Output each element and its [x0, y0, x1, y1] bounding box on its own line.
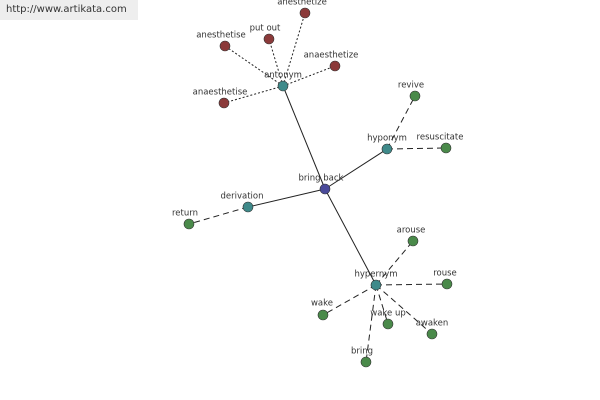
node-label: derivation — [220, 192, 263, 202]
node-label: anaesthetise — [193, 88, 248, 98]
node — [218, 97, 230, 109]
node-label: antonym — [264, 71, 302, 81]
node-label: anesthetize — [277, 0, 327, 8]
node-label: bring — [351, 347, 373, 357]
node — [360, 356, 372, 368]
edge — [268, 38, 284, 87]
node-label: anaesthetize — [304, 51, 359, 61]
edge — [386, 147, 447, 150]
edge — [282, 65, 336, 87]
node-label: arouse — [397, 226, 426, 236]
node — [277, 80, 289, 92]
site-link[interactable]: http://www.artikata.com — [0, 0, 138, 20]
node-label: wake up — [370, 309, 406, 319]
node-label: return — [172, 209, 198, 219]
node — [319, 183, 331, 195]
node-label: hyponym — [367, 134, 407, 144]
node — [317, 309, 329, 321]
node-label: put out — [250, 24, 281, 34]
node-label: anesthetise — [196, 31, 246, 41]
node-label: bring back — [299, 174, 344, 184]
node — [370, 279, 382, 291]
node — [409, 90, 421, 102]
node-label: hypernym — [354, 270, 397, 280]
edge — [375, 284, 389, 325]
node — [440, 142, 452, 154]
edge — [322, 284, 377, 316]
node-label: revive — [398, 81, 424, 91]
node — [381, 143, 393, 155]
node — [263, 33, 275, 45]
node — [329, 60, 341, 72]
node-label: wake — [311, 299, 333, 309]
edge — [282, 12, 306, 87]
node — [299, 7, 311, 19]
node — [426, 328, 438, 340]
node-label: resuscitate — [417, 133, 464, 143]
edge — [324, 148, 388, 190]
edge — [365, 284, 377, 363]
node — [382, 318, 394, 330]
edge — [375, 283, 448, 286]
edge — [247, 188, 326, 208]
node — [441, 278, 453, 290]
edge — [282, 85, 326, 190]
node — [183, 218, 195, 230]
edge — [375, 284, 433, 335]
node — [242, 201, 254, 213]
node — [407, 235, 419, 247]
node — [219, 40, 231, 52]
node-label: rouse — [433, 269, 457, 279]
edge — [324, 188, 377, 286]
edge — [188, 206, 249, 225]
node-label: awaken — [416, 319, 449, 329]
